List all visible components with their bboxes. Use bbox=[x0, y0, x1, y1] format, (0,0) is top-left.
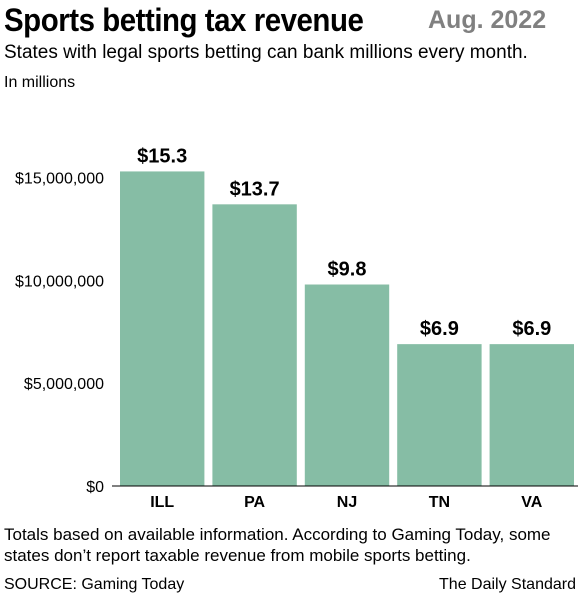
bar-ill bbox=[120, 171, 205, 486]
data-label-pa: $13.7 bbox=[230, 178, 280, 200]
data-label-ill: $15.3 bbox=[137, 145, 187, 167]
data-label-va: $6.9 bbox=[512, 318, 551, 340]
category-label-ill: ILL bbox=[150, 494, 174, 511]
y-axis-labels: $0 $5,000,000 $10,000,000 $15,000,000 bbox=[15, 171, 104, 496]
chart-date: Aug. 2022 bbox=[428, 6, 547, 34]
publisher-credit: The Daily Standard bbox=[439, 576, 576, 593]
category-label-tn: TN bbox=[429, 494, 450, 511]
y-tick-label: $0 bbox=[86, 479, 104, 496]
chart-subtitle: States with legal sports betting can ban… bbox=[4, 42, 528, 63]
bars bbox=[120, 171, 574, 486]
data-labels: $15.3 $13.7 $9.8 $6.9 $6.9 bbox=[137, 145, 551, 340]
bar-nj bbox=[304, 284, 390, 486]
chart-title: Sports betting tax revenue bbox=[4, 2, 364, 38]
footnote: Totals based on available information. A… bbox=[4, 525, 551, 565]
source-credit: SOURCE: Gaming Today bbox=[4, 576, 185, 593]
y-tick-label: $10,000,000 bbox=[15, 273, 104, 290]
bar-pa bbox=[212, 204, 297, 486]
units-label: In millions bbox=[4, 74, 76, 91]
y-tick-label: $15,000,000 bbox=[15, 171, 104, 188]
data-label-nj: $9.8 bbox=[328, 259, 367, 281]
title-row: Sports betting tax revenue bbox=[4, 2, 395, 39]
category-label-va: VA bbox=[521, 494, 542, 511]
bar-va bbox=[489, 344, 574, 486]
category-label-pa: PA bbox=[244, 494, 265, 511]
y-tick-label: $5,000,000 bbox=[24, 376, 104, 393]
category-label-nj: NJ bbox=[337, 494, 357, 511]
bar-tn bbox=[397, 344, 482, 486]
x-axis-labels: ILL PA NJ TN VA bbox=[150, 494, 543, 511]
data-label-tn: $6.9 bbox=[420, 318, 459, 340]
